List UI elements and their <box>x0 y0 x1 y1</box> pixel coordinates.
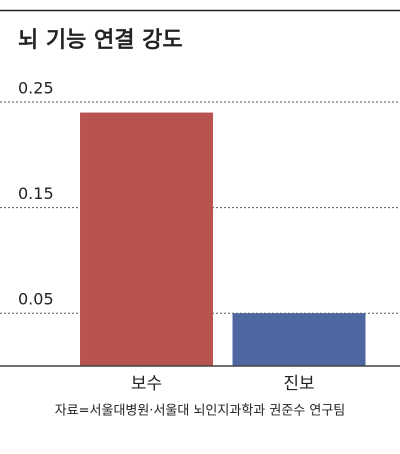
x-tick-label: 진보 <box>283 374 314 394</box>
y-tick-label: 0.25 <box>18 79 54 98</box>
y-tick-label: 0.15 <box>18 184 54 203</box>
y-tick-label: 0.05 <box>18 290 54 309</box>
source-note: 자료=서울대병원·서울대 뇌인지과학과 권준수 연구팀 <box>55 404 346 419</box>
bar <box>232 313 366 366</box>
bar <box>80 112 213 366</box>
x-tick-label: 보수 <box>131 374 162 394</box>
chart-title: 뇌 기능 연결 강도 <box>18 28 183 53</box>
